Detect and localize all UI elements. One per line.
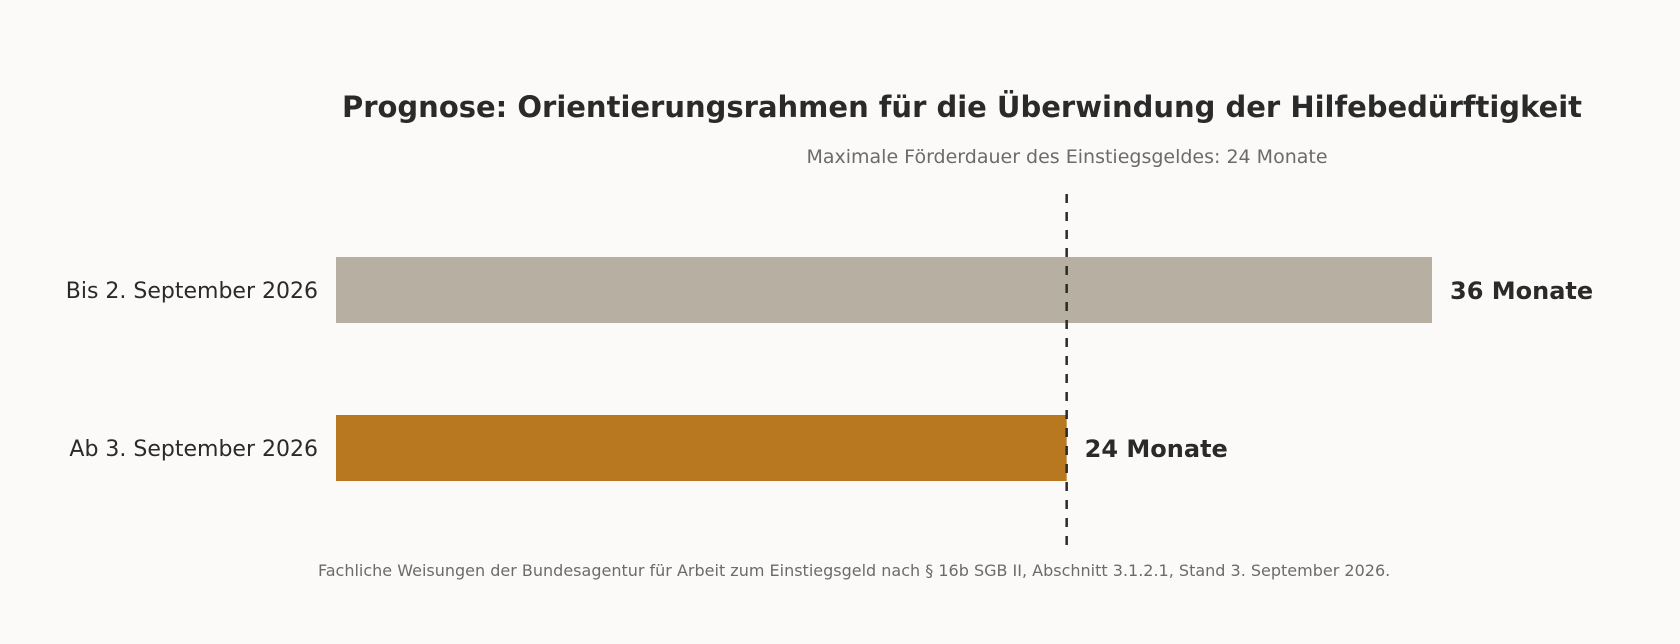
bar-2 — [336, 415, 1067, 481]
category-label-1: Bis 2. September 2026 — [66, 279, 318, 304]
bars-group: Bis 2. September 2026 36 Monate Ab 3. Sept… — [66, 257, 1593, 481]
value-label-2: 24 Monate — [1085, 435, 1228, 463]
chart-title: Prognose: Orientierungsrahmen für die Üb… — [342, 90, 1582, 124]
bar-1 — [336, 257, 1432, 323]
value-label-1: 36 Monate — [1450, 277, 1593, 305]
reference-line-label: Maximale Förderdauer des Einstiegsgeldes… — [806, 146, 1327, 168]
category-label-2: Ab 3. September 2026 — [69, 437, 318, 462]
source-note: Fachliche Weisungen der Bundesagentur fü… — [318, 561, 1390, 580]
